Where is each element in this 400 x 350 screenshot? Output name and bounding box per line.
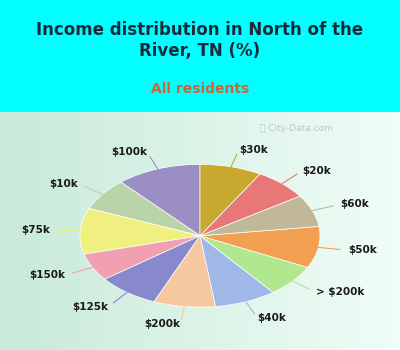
Text: $60k: $60k	[340, 199, 369, 209]
Text: $20k: $20k	[302, 166, 331, 176]
Text: $40k: $40k	[258, 313, 286, 323]
Wedge shape	[200, 196, 319, 236]
Text: $10k: $10k	[49, 179, 78, 189]
Text: $100k: $100k	[111, 147, 147, 157]
Text: All residents: All residents	[151, 82, 249, 96]
Text: $50k: $50k	[348, 245, 377, 255]
Text: Income distribution in North of the
River, TN (%): Income distribution in North of the Rive…	[36, 21, 364, 60]
Wedge shape	[121, 164, 200, 236]
Wedge shape	[89, 182, 200, 236]
Wedge shape	[105, 236, 200, 302]
Wedge shape	[84, 236, 200, 279]
Text: $200k: $200k	[144, 319, 180, 329]
Wedge shape	[200, 236, 308, 292]
Text: ⓘ City-Data.com: ⓘ City-Data.com	[260, 124, 332, 133]
Text: $75k: $75k	[22, 225, 50, 235]
Text: $150k: $150k	[30, 270, 66, 280]
Text: $125k: $125k	[73, 302, 109, 312]
Wedge shape	[200, 226, 320, 267]
Wedge shape	[200, 236, 273, 307]
Wedge shape	[200, 164, 260, 236]
Wedge shape	[154, 236, 216, 307]
Text: $30k: $30k	[239, 145, 268, 155]
Text: > $200k: > $200k	[316, 287, 364, 298]
Wedge shape	[80, 209, 200, 254]
Wedge shape	[200, 174, 300, 236]
